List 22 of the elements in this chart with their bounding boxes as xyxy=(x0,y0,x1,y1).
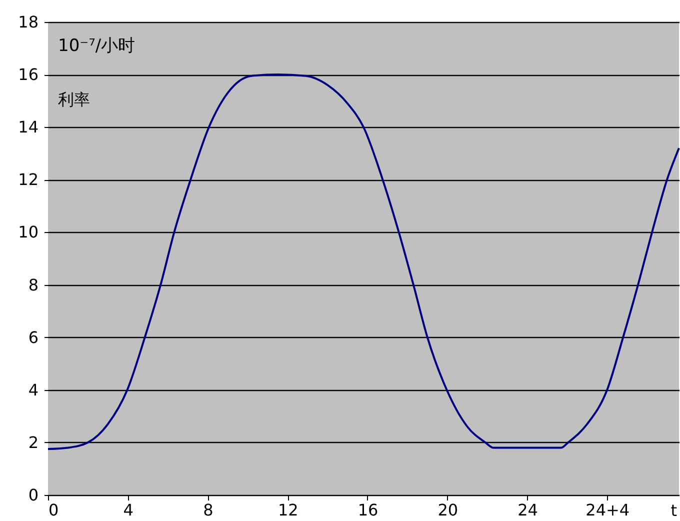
x-tick-label: 12 xyxy=(278,500,298,520)
x-tick-label: 24 xyxy=(518,500,538,520)
y-tick-label: 4 xyxy=(28,380,38,400)
x-tick-label: 4 xyxy=(123,500,134,520)
x-tick-label: 0 xyxy=(48,500,59,520)
x-tick-label: 16 xyxy=(358,500,378,520)
y-tick-label: 16 xyxy=(18,65,38,84)
x-tick-label: 8 xyxy=(203,500,214,520)
y-tick-label: 18 xyxy=(18,12,38,32)
y-tick-label: 10 xyxy=(18,222,38,242)
y-tick-label: 12 xyxy=(18,170,38,190)
annotation: 10⁻⁷/小时 xyxy=(58,36,136,56)
y-tick-label: 0 xyxy=(28,486,38,504)
annotation: 利率 xyxy=(58,90,90,109)
line-series xyxy=(47,74,680,450)
x-tick-label: 24+4 xyxy=(586,500,630,520)
x-tick-label: 20 xyxy=(438,500,458,520)
y-tick-label: 8 xyxy=(28,275,38,294)
y-tick-label: 6 xyxy=(28,328,38,347)
y-tick-label: 14 xyxy=(18,118,38,137)
x-axis-title: t xyxy=(670,501,677,520)
y-tick-label: 2 xyxy=(28,432,38,452)
